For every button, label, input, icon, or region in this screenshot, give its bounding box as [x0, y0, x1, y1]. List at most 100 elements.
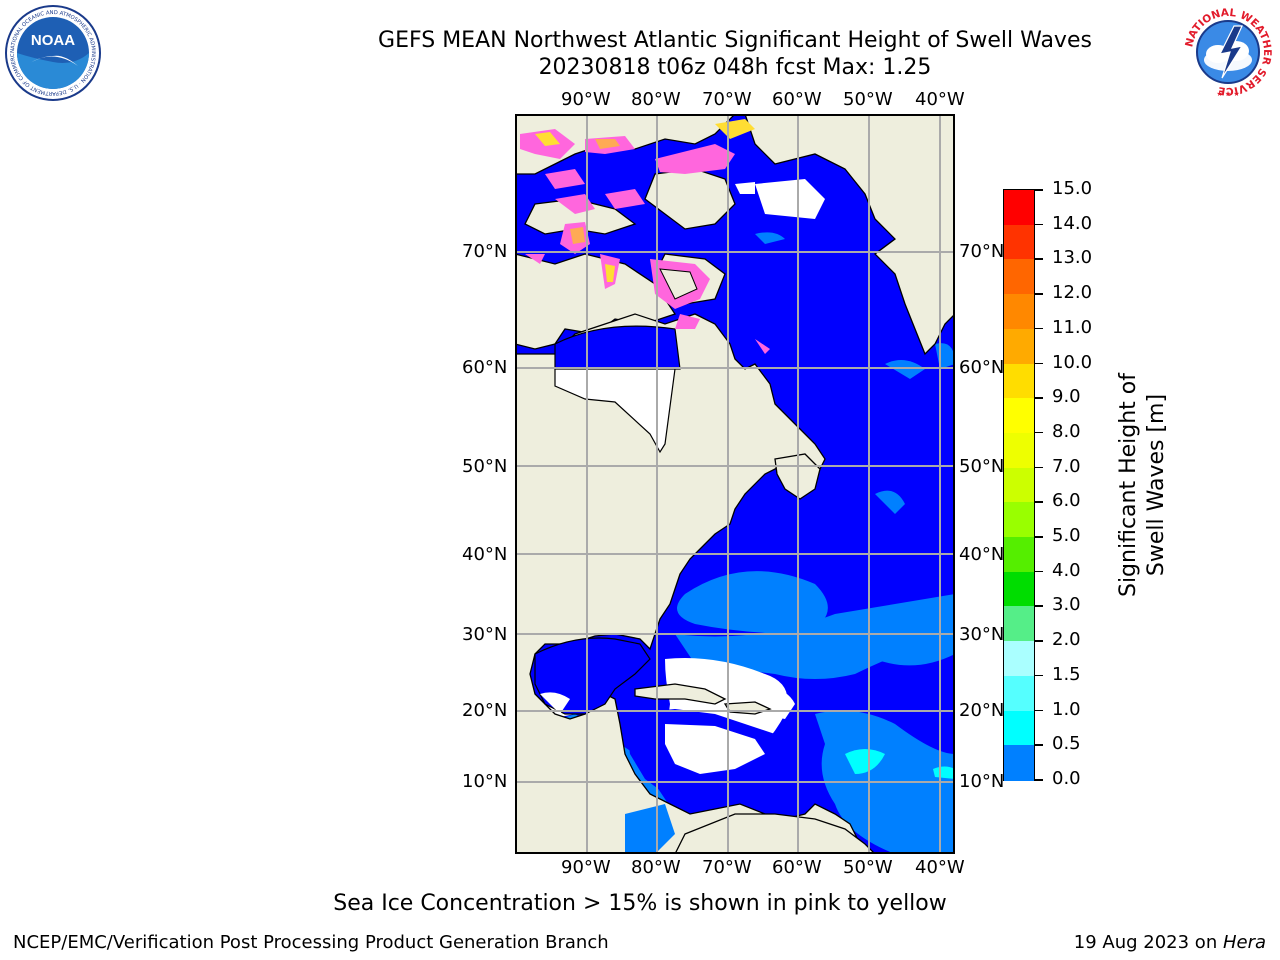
colorbar-tick-label: 0.5: [1052, 733, 1081, 755]
footer-date-text: 19 Aug 2023 on: [1073, 932, 1223, 953]
nws-logo: NATIONAL WEATHER SERVICE ★ ★ ★: [1182, 6, 1274, 98]
colorbar-tick-mark: [1035, 293, 1043, 295]
colorbar-segment: [1004, 432, 1034, 469]
gulf-of-mexico: [534, 637, 651, 715]
lon-label-bottom: 70°W: [702, 857, 752, 878]
colorbar-segment: [1004, 502, 1034, 538]
lat-label-right: 60°N: [959, 357, 1005, 378]
colorbar-tick-mark: [1035, 744, 1043, 746]
map-frame: [515, 114, 955, 854]
lat-label-right: 30°N: [959, 624, 1005, 645]
colorbar-segment: [1004, 398, 1034, 434]
colorbar-tick-label: 1.0: [1052, 698, 1081, 720]
swell-1.0-1.5-regions: [845, 749, 955, 779]
pacific-swell-patch: [625, 804, 675, 854]
footer-date: 19 Aug 2023 on Hera: [1074, 932, 1266, 953]
lon-label-top: 40°W: [915, 89, 965, 110]
sea-ice-caption: Sea Ice Concentration > 15% is shown in …: [333, 891, 947, 916]
lon-label-bottom: 90°W: [561, 857, 611, 878]
colorbar-segment: [1004, 745, 1034, 781]
lat-label-left: 60°N: [462, 357, 508, 378]
colorbar-segment: [1004, 190, 1034, 226]
colorbar-tick-mark: [1035, 189, 1043, 191]
colorbar-tick-label: 0.0: [1052, 768, 1081, 789]
graticule: [515, 114, 955, 854]
footer-host: Hera: [1222, 932, 1266, 953]
colorbar-tick-label: 10.0: [1052, 351, 1093, 373]
colorbar-tick-mark: [1035, 709, 1043, 712]
colorbar-title: Significant Height of Swell Waves [m]: [1116, 372, 1169, 598]
lat-label-left: 20°N: [462, 700, 508, 721]
colorbar-tick-mark: [1035, 640, 1043, 642]
colorbar-tick-mark: [1035, 779, 1043, 781]
colorbar-tick-label: 5.0: [1052, 525, 1081, 547]
colorbar-tick-mark: [1035, 466, 1043, 469]
noaa-logo: NOAA NATIONAL OCEANIC AND ATMOSPHERIC AD…: [4, 4, 101, 101]
colorbar-segment: [1004, 467, 1034, 503]
map-title: GEFS MEAN Northwest Atlantic Significant…: [378, 28, 1092, 53]
colorbar-tick-mark: [1035, 431, 1043, 434]
colorbar: [1003, 189, 1035, 781]
colorbar-tick-label: 7.0: [1052, 455, 1081, 477]
colorbar-tick-mark: [1035, 605, 1043, 607]
lat-label-right: 70°N: [959, 241, 1005, 262]
colorbar-segment: [1004, 537, 1034, 573]
colorbar-segment: [1004, 606, 1034, 642]
colorbar-segment: [1004, 294, 1034, 330]
colorbar-tick-label: 3.0: [1052, 594, 1081, 616]
colorbar-segment: [1004, 259, 1034, 295]
lat-label-right: 20°N: [959, 700, 1005, 721]
colorbar-tick-label: 4.0: [1052, 559, 1081, 581]
colorbar-segment: [1004, 641, 1034, 677]
colorbar-tick-label: 13.0: [1052, 247, 1093, 269]
lon-label-top: 50°W: [843, 89, 893, 110]
colorbar-tick-label: 12.0: [1052, 282, 1093, 304]
colorbar-segment: [1004, 675, 1034, 712]
colorbar-tick-mark: [1035, 674, 1043, 677]
lon-label-bottom: 80°W: [631, 857, 681, 878]
colorbar-tick-label: 6.0: [1052, 490, 1081, 512]
colorbar-tick-mark: [1035, 258, 1043, 260]
lat-label-right: 50°N: [959, 456, 1005, 477]
lon-label-bottom: 40°W: [915, 857, 965, 878]
colorbar-segment: [1004, 363, 1034, 399]
colorbar-tick-mark: [1035, 223, 1043, 226]
colorbar-segment: [1004, 224, 1034, 260]
caribbean-no-data: [665, 724, 765, 774]
lat-label-right: 10°N: [959, 771, 1005, 792]
footer-organization: NCEP/EMC/Verification Post Processing Pr…: [13, 932, 609, 953]
lon-label-bottom: 50°W: [843, 857, 893, 878]
colorbar-tick-mark: [1035, 501, 1043, 503]
lat-label-right: 40°N: [959, 544, 1005, 565]
colorbar-tick-mark: [1035, 570, 1043, 573]
noaa-logo-text: NOAA: [31, 32, 75, 49]
lon-label-top: 80°W: [631, 89, 681, 110]
colorbar-tick-label: 2.0: [1052, 629, 1081, 651]
colorbar-tick-mark: [1035, 536, 1043, 538]
lon-label-top: 90°W: [561, 89, 611, 110]
gulf-no-data: [540, 692, 570, 714]
map-subtitle: 20230818 t06z 048h fcst Max: 1.25: [538, 55, 932, 80]
lat-label-left: 70°N: [462, 241, 508, 262]
lat-label-left: 40°N: [462, 544, 508, 565]
colorbar-tick-label: 9.0: [1052, 386, 1081, 408]
colorbar-tick-mark: [1035, 362, 1043, 365]
colorbar-tick-label: 1.5: [1052, 663, 1081, 685]
land-layer: [515, 114, 955, 854]
lat-label-left: 10°N: [462, 771, 508, 792]
swell-height-map: [515, 114, 955, 854]
colorbar-tick-label: 8.0: [1052, 420, 1081, 442]
lon-label-top: 60°W: [772, 89, 822, 110]
sea-ice-layer: [520, 119, 770, 354]
lon-label-top: 70°W: [702, 89, 752, 110]
svg-text:★ ★ ★: ★ ★ ★: [1216, 90, 1239, 98]
colorbar-tick-label: 15.0: [1052, 178, 1093, 199]
colorbar-segment: [1004, 571, 1034, 608]
james-bay-no-data: [554, 368, 676, 454]
colorbar-segment: [1004, 328, 1034, 365]
colorbar-tick-label: 14.0: [1052, 212, 1093, 234]
lat-label-left: 50°N: [462, 456, 508, 477]
colorbar-tick-label: 11.0: [1052, 316, 1093, 338]
lat-label-left: 30°N: [462, 624, 508, 645]
colorbar-segment: [1004, 710, 1034, 746]
